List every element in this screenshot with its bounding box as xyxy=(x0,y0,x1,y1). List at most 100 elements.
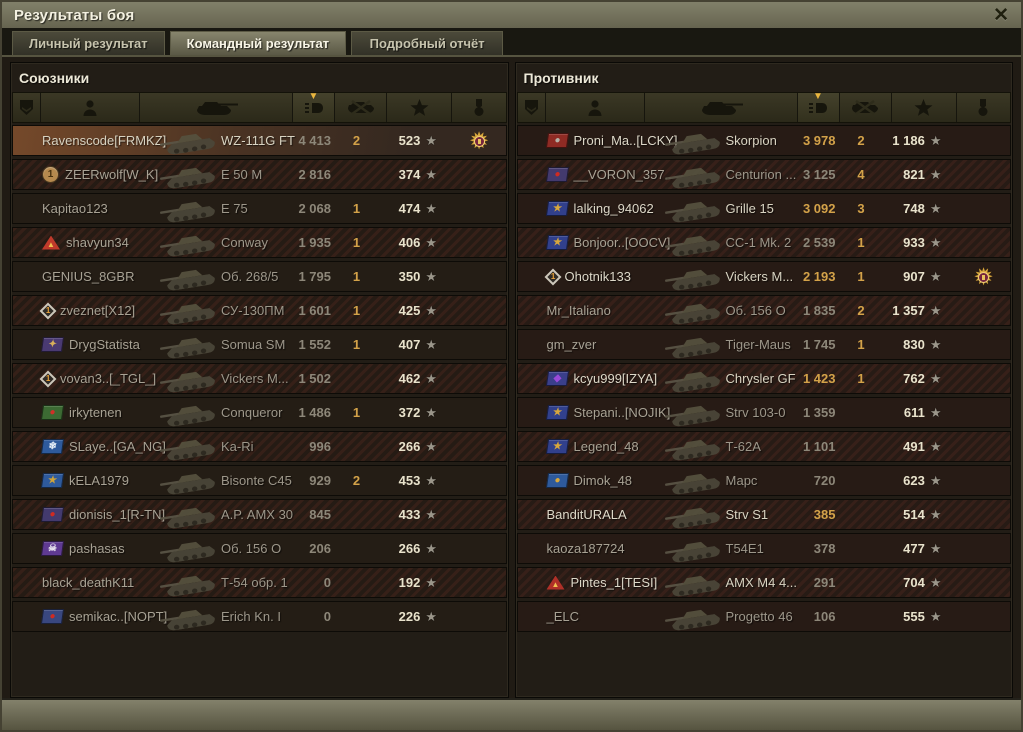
xp-value: 350 xyxy=(398,269,421,284)
damage-value: 3 978 xyxy=(802,133,836,148)
team-row[interactable]: ★ lalking_94062 Grille 15 3 092 3 748 ★ xyxy=(516,193,1011,224)
vehicle-name: Strv 103-0 xyxy=(725,405,786,420)
column-header-vehicle[interactable] xyxy=(140,93,293,122)
column-header-rank[interactable] xyxy=(518,93,546,122)
team-row[interactable]: ● dionisis_1[R-TN] A.P. AMX 30 845 433 ★ xyxy=(12,499,507,530)
player-name: zveznet[X12] xyxy=(60,303,136,318)
enemies-title: Противник xyxy=(523,69,599,86)
team-row[interactable]: ▲ Pintes_1[TESI] AMX M4 4... 291 704 ★ xyxy=(516,567,1011,598)
column-header-frags[interactable] xyxy=(840,93,892,122)
team-row[interactable]: ● semikac..[NOPT] Erich Kn. I 0 226 ★ xyxy=(12,601,507,632)
team-row[interactable]: ★ Legend_48 Т-62А 1 101 491 ★ xyxy=(516,431,1011,462)
column-header-damage[interactable]: ▼ xyxy=(797,92,840,122)
allies-rows: Ravenscode[FRMKZ] WZ-111G FT 4 413 2 523… xyxy=(12,125,507,632)
team-row[interactable]: ● __VORON_357.. Centurion ... 3 125 4 821… xyxy=(516,159,1011,190)
team-row[interactable]: GENIUS_8GBR Об. 268/5 1 795 1 350 ★ xyxy=(12,261,507,292)
kills-value: 2 xyxy=(352,133,361,148)
clan-emblem-icon: ★ xyxy=(545,201,569,216)
damage-value: 291 xyxy=(813,575,836,590)
close-icon[interactable]: ✕ xyxy=(993,4,1009,26)
player-name: Bonjoor..[OOCV] xyxy=(573,235,671,250)
tab-team-result[interactable]: Командный результат xyxy=(169,31,347,55)
player-name: Stepani..[NOJIK] xyxy=(573,405,671,420)
team-row[interactable]: ✦ DrygStatista Somua SM 1 552 1 407 ★ xyxy=(12,329,507,360)
column-header-player[interactable] xyxy=(41,93,140,122)
clan-emblem-icon: ● xyxy=(40,405,65,420)
vehicle-name: Conqueror xyxy=(221,405,283,420)
column-header-rank[interactable] xyxy=(13,93,41,122)
team-row[interactable]: kaoza187724 T54E1 378 477 ★ xyxy=(516,533,1011,564)
player-cell: ✦ DrygStatista xyxy=(40,330,140,359)
clan-emblem-icon: ❄ xyxy=(40,439,65,454)
team-row[interactable]: ★ Bonjoor..[OOCV] СС-1 Mk. 2 2 539 1 933 ★ xyxy=(516,227,1011,258)
team-row[interactable]: ❄ SLaye..[GA_NG] Ka-Ri 996 266 ★ xyxy=(12,431,507,462)
vehicle-name: Strv S1 xyxy=(725,507,769,522)
xp-star-icon: ★ xyxy=(425,336,437,352)
team-row[interactable]: 1 Ohotnik133 Vickers M... 2 193 1 907 ★ ✹ xyxy=(516,261,1011,292)
team-row[interactable]: ★ kELA1979 Bisonte C45 929 2 453 ★ xyxy=(12,465,507,496)
tank-icon xyxy=(658,293,727,330)
vehicle-name: Vickers M... xyxy=(221,371,289,386)
player-name: pashasas xyxy=(69,541,125,556)
column-header-medals[interactable] xyxy=(452,93,506,122)
damage-value: 3 092 xyxy=(802,201,836,216)
tab-detailed-report[interactable]: Подробный отчёт xyxy=(351,31,504,55)
destroyed-tank-icon xyxy=(347,99,374,115)
team-row[interactable]: 1 vovan3..[_TGL_] Vickers M... 1 502 462 ★ xyxy=(12,363,507,394)
xp-value: 748 xyxy=(903,201,925,216)
player-cell: ● Proni_Ma..[LCKY] xyxy=(545,126,678,155)
team-row[interactable]: ★ Stepani..[NOJIK] Strv 103-0 1 359 611 ★ xyxy=(516,397,1011,428)
star-icon xyxy=(410,98,428,116)
team-row[interactable]: black_deathK11 Т-54 обр. 1 0 192 ★ xyxy=(12,567,507,598)
vehicle-name: Марс xyxy=(725,473,758,488)
player-cell: 1 ZEERwolf[W_K] xyxy=(42,160,158,189)
medal-cell xyxy=(458,503,500,528)
xp-value: 491 xyxy=(903,439,925,454)
team-row[interactable]: gm_zver Tiger-Maus 1 745 1 830 ★ xyxy=(516,329,1011,360)
team-row[interactable]: Ravenscode[FRMKZ] WZ-111G FT 4 413 2 523… xyxy=(12,125,507,156)
team-row[interactable]: BanditURALA Strv S1 385 514 ★ xyxy=(516,499,1011,530)
xp-star-icon: ★ xyxy=(425,540,437,556)
clan-emblem-icon: ◆ xyxy=(545,371,569,386)
xp-value: 555 xyxy=(903,609,925,624)
team-row[interactable]: ● Proni_Ma..[LCKY] Skorpion 3 978 2 1 186… xyxy=(516,125,1011,156)
tab-personal-result[interactable]: Личный результат xyxy=(12,31,165,55)
team-row[interactable]: ▲ shavyun34 Conway 1 935 1 406 ★ xyxy=(12,227,507,258)
vehicle-name: Skorpion xyxy=(725,133,777,148)
team-row[interactable]: ● Dimok_48 Марс 720 623 ★ xyxy=(516,465,1011,496)
team-row[interactable]: ◆ kcyu999[IZYA] Chrysler GF 1 423 1 762 ★ xyxy=(516,363,1011,394)
team-row[interactable]: 1 ZEERwolf[W_K] E 50 M 2 816 374 ★ xyxy=(12,159,507,190)
column-header-player[interactable] xyxy=(546,93,645,122)
damage-value: 3 125 xyxy=(802,167,836,182)
medal-cell xyxy=(963,333,1005,358)
medal-cell xyxy=(458,537,500,562)
team-row[interactable]: Kapitao123 E 75 2 068 1 474 ★ xyxy=(12,193,507,224)
team-row[interactable]: ☠ pashasas Об. 156 О 206 266 ★ xyxy=(12,533,507,564)
player-cell: BanditURALA xyxy=(547,500,627,529)
player-cell: ◆ kcyu999[IZYA] xyxy=(545,364,657,393)
column-header-vehicle[interactable] xyxy=(645,93,798,122)
column-header-damage[interactable]: ▼ xyxy=(293,91,335,122)
player-cell: ● __VORON_357.. xyxy=(545,160,672,189)
player-name: kELA1979 xyxy=(69,473,129,488)
team-row[interactable]: 1 zveznet[X12] СУ-130ПМ 1 601 1 425 ★ xyxy=(12,295,507,326)
medal-cell xyxy=(458,231,500,256)
column-header-medals[interactable] xyxy=(957,93,1011,122)
sort-caret-icon: ▼ xyxy=(308,91,319,102)
column-header-experience[interactable] xyxy=(387,93,452,122)
medal-cell xyxy=(458,571,500,596)
xp-value: 704 xyxy=(903,575,925,590)
damage-value: 385 xyxy=(813,507,836,522)
team-row[interactable]: ● irkytenen Conqueror 1 486 1 372 ★ xyxy=(12,397,507,428)
team-row[interactable]: _ELC Progetto 46 106 555 ★ xyxy=(516,601,1011,632)
xp-value: 1 186 xyxy=(892,133,925,148)
column-header-experience[interactable] xyxy=(892,93,957,122)
kills-value: 1 xyxy=(352,405,361,420)
player-name: __VORON_357.. xyxy=(573,167,672,182)
medal-cell: ✹ xyxy=(963,265,1005,290)
column-header-frags[interactable] xyxy=(335,93,387,122)
team-row[interactable]: Mr_Italiano Об. 156 О 1 835 2 1 357 ★ xyxy=(516,295,1011,326)
player-cell: 1 zveznet[X12] xyxy=(39,296,136,325)
medal-cell: ✹ xyxy=(458,129,500,154)
kills-value: 2 xyxy=(857,133,865,148)
